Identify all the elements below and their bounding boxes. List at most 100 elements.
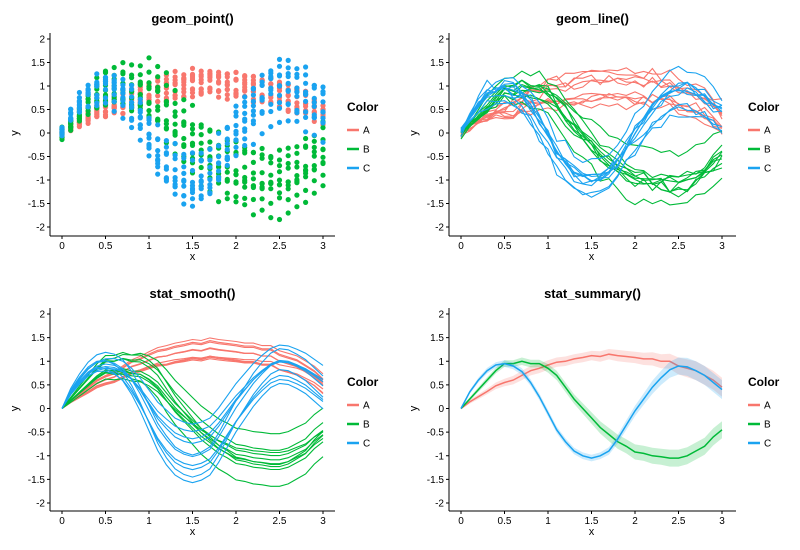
point-a [155, 93, 161, 99]
point-a [285, 108, 291, 114]
point-b [303, 135, 309, 142]
legend-label-b: B [764, 420, 771, 431]
point-b [146, 69, 152, 75]
point-c [198, 196, 204, 202]
point-b [250, 196, 256, 203]
point-c [85, 82, 91, 88]
point-c [94, 92, 100, 98]
point-b [320, 172, 326, 178]
legend-label-a: A [363, 126, 370, 137]
point-c [242, 94, 248, 100]
point-b [146, 55, 152, 61]
point-b [250, 149, 256, 155]
point-b [224, 196, 230, 202]
x-tick-label: 0.5 [99, 516, 113, 527]
point-b [268, 153, 274, 160]
point-b [294, 204, 300, 210]
point-b [259, 207, 265, 213]
point-c [242, 142, 248, 149]
point-c [198, 179, 204, 185]
point-c [259, 131, 265, 137]
point-b [172, 109, 178, 115]
point-c [268, 101, 274, 107]
point-c [111, 83, 117, 89]
point-c [233, 144, 239, 150]
point-b [276, 190, 283, 196]
legend-label-b: B [363, 145, 370, 156]
line-b [61, 378, 324, 454]
point-c [311, 112, 317, 118]
point-b [294, 159, 300, 165]
point-a [268, 81, 274, 87]
legend-label-c: C [363, 164, 370, 175]
line-c [61, 359, 324, 444]
point-b [268, 215, 274, 221]
x-tick-label: 1.5 [585, 241, 599, 252]
point-b [163, 70, 169, 76]
x-axis-label: x [190, 251, 196, 263]
point-c [233, 103, 239, 109]
point-a [294, 100, 300, 106]
legend: Color ABC [347, 375, 379, 450]
point-b [285, 182, 291, 188]
point-b [259, 180, 265, 186]
point-c [250, 98, 256, 104]
point-b [94, 75, 100, 81]
point-c [242, 103, 248, 109]
point-b [155, 87, 161, 93]
y-tick-label: 0.5 [430, 105, 444, 116]
point-b [181, 97, 187, 103]
y-tick-label: 2 [39, 310, 45, 321]
line-b [61, 351, 324, 465]
point-b [146, 84, 152, 90]
point-a [181, 77, 187, 83]
point-b [242, 184, 248, 190]
point-c [216, 160, 222, 166]
series-a-band [461, 349, 722, 410]
point-c [311, 95, 317, 101]
y-tick-label: -0.5 [28, 428, 46, 439]
point-b [181, 143, 187, 149]
point-b [311, 138, 317, 144]
point-c [85, 103, 91, 109]
point-c [163, 144, 169, 150]
point-c [146, 120, 152, 126]
point-b [76, 118, 82, 124]
point-b [276, 177, 283, 183]
point-c [250, 112, 256, 118]
point-c [181, 201, 187, 207]
point-c [276, 119, 283, 125]
point-b [276, 216, 283, 223]
point-c [303, 129, 309, 135]
y-tick-label: -1 [36, 176, 45, 187]
y-axis-label: y [408, 405, 420, 411]
y-tick-label: 0.5 [31, 105, 45, 116]
series-c-line [460, 362, 723, 459]
point-b [102, 70, 109, 76]
y-tick-label: -0.5 [28, 152, 46, 163]
point-b [233, 199, 239, 205]
point-a [294, 104, 300, 110]
point-b [276, 157, 283, 163]
x-tick-label: 1.5 [585, 516, 599, 527]
point-a [102, 108, 109, 115]
x-tick-label: 1 [545, 241, 551, 252]
point-a [181, 82, 187, 88]
point-c [250, 103, 256, 109]
point-b [216, 199, 222, 205]
point-c [129, 94, 135, 100]
point-c [311, 85, 317, 91]
point-b [250, 212, 256, 218]
point-c [155, 160, 161, 167]
point-b [137, 91, 143, 98]
point-b [285, 145, 291, 151]
point-b [303, 199, 309, 205]
point-c [146, 153, 152, 159]
line-c [460, 79, 723, 187]
point-c [172, 178, 178, 184]
point-c [181, 177, 187, 183]
point-b [224, 169, 230, 175]
point-c [198, 158, 204, 164]
point-c [129, 124, 135, 131]
point-b [311, 190, 317, 196]
